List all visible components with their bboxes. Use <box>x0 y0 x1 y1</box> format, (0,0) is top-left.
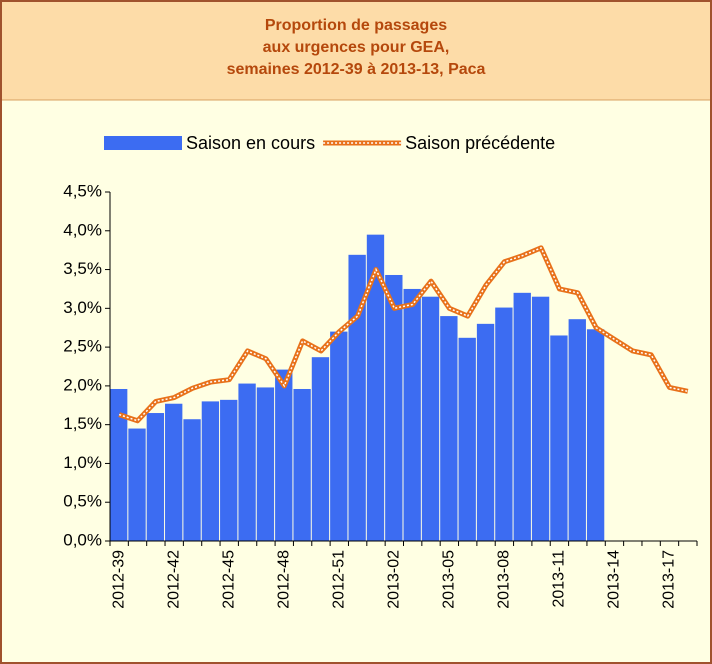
y-tick-label: 0,5% <box>63 492 102 511</box>
bar <box>330 331 348 541</box>
x-tick-label: 2013-05 <box>441 550 458 609</box>
legend-label: Saison précédente <box>405 133 555 153</box>
bar <box>238 383 256 541</box>
bar <box>366 234 385 541</box>
title-line: aux urgences pour GEA, <box>263 39 450 56</box>
bar <box>165 403 183 541</box>
bar <box>495 307 513 541</box>
title-band <box>2 2 710 100</box>
x-tick-label: 2012-39 <box>110 550 127 609</box>
x-tick-label: 2013-11 <box>551 550 568 608</box>
bar <box>201 401 220 541</box>
bar <box>550 335 568 541</box>
y-tick-label: 2,5% <box>63 337 102 356</box>
bar <box>348 254 366 541</box>
y-tick-label: 0,0% <box>63 530 102 549</box>
bar <box>110 388 128 541</box>
bar <box>440 316 458 541</box>
chart-title: Proportion de passages aux urgences pour … <box>227 17 486 78</box>
title-line: semaines 2012-39 à 2013-13, Paca <box>227 61 486 78</box>
bar <box>421 296 440 541</box>
bar <box>128 428 146 541</box>
bar <box>458 337 476 541</box>
bar <box>385 274 403 541</box>
legend-label: Saison en cours <box>186 133 315 153</box>
bar <box>275 369 293 541</box>
y-tick-label: 1,5% <box>63 414 102 433</box>
line-highlight <box>118 246 688 422</box>
bar <box>513 292 531 541</box>
legend-swatch <box>104 136 182 150</box>
x-tick-label: 2013-02 <box>386 550 403 609</box>
bar <box>183 419 201 541</box>
bar <box>311 357 330 541</box>
y-tick-label: 1,0% <box>63 453 102 472</box>
x-tick-label: 2012-45 <box>220 550 237 609</box>
bar <box>476 323 495 541</box>
bar <box>256 387 275 541</box>
x-tick-label: 2012-42 <box>165 550 182 609</box>
bar <box>531 296 550 541</box>
y-tick-label: 4,0% <box>63 220 102 239</box>
bar <box>220 399 238 541</box>
y-tick-label: 2,0% <box>63 375 102 394</box>
y-tick-label: 3,0% <box>63 298 102 317</box>
x-tick-label: 2013-08 <box>496 550 513 609</box>
bar <box>568 319 586 541</box>
title-line: Proportion de passages <box>265 17 447 34</box>
x-tick-label: 2013-14 <box>606 550 623 609</box>
bar <box>586 329 605 541</box>
bar <box>403 288 421 541</box>
x-tick-label: 2013-17 <box>661 550 678 609</box>
y-tick-label: 4,5% <box>63 181 102 200</box>
x-tick-label: 2012-48 <box>275 550 292 609</box>
bar <box>146 413 165 541</box>
bar <box>293 388 311 541</box>
x-tick-label: 2012-51 <box>331 550 348 609</box>
y-tick-label: 3,5% <box>63 259 102 278</box>
